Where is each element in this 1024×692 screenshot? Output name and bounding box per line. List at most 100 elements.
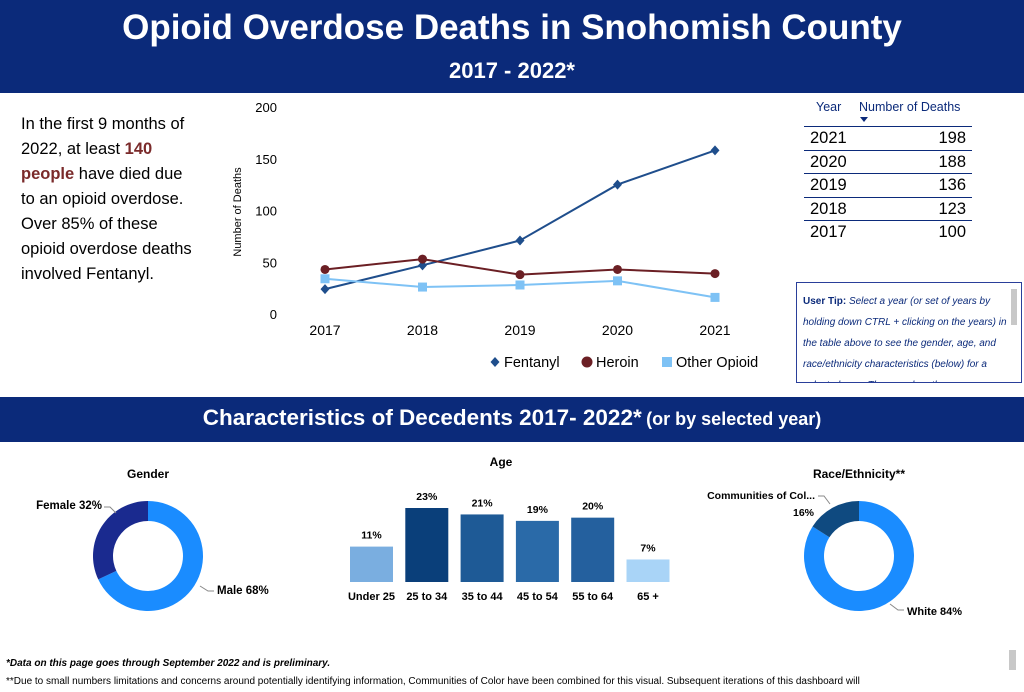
data-point-heroin[interactable]	[710, 269, 720, 279]
age-bar[interactable]	[571, 517, 615, 582]
age-bar-chart: Age 11% Under 25 23% 25 to 34 21% 35 to 44 19% 4…	[348, 455, 670, 603]
legend-label-other-opioid[interactable]: Other Opioid	[676, 355, 758, 371]
user-tip-label: User Tip:	[803, 296, 847, 307]
overdose-line-chart: Number of Deaths 0 50 100 150 200 2017 2018 2019…	[232, 100, 758, 371]
y-axis-label: Number of Deaths	[232, 167, 244, 257]
table-cell-year: 2018	[810, 199, 847, 218]
footnote-small-numbers: **Due to small numbers limitations and c…	[6, 676, 860, 687]
age-category-label: 25 to 34	[406, 591, 448, 603]
data-point-fentanyl[interactable]	[320, 284, 330, 295]
legend-marker-fentanyl[interactable]	[490, 357, 500, 367]
age-bar-value-label: 7%	[640, 542, 656, 554]
table-row[interactable]: 2017 100	[804, 220, 972, 244]
race-slice-communities-of-color[interactable]	[812, 501, 859, 538]
data-point-other-opioid[interactable]	[710, 292, 720, 302]
table-cell-year: 2021	[810, 129, 847, 147]
gender-label-female: Female 32%	[36, 500, 102, 512]
table-row[interactable]: 2019 136	[804, 173, 972, 197]
legend-marker-other-opioid[interactable]	[662, 357, 672, 367]
x-tick-label: 2019	[504, 322, 535, 338]
y-tick-label: 0	[270, 307, 277, 322]
age-bar[interactable]	[405, 508, 449, 582]
race-donut-chart: Race/Ethnicity** White 84% Communities of …	[707, 467, 962, 618]
table-header-year[interactable]: Year	[816, 100, 842, 114]
table-row[interactable]: 2020 188	[804, 149, 972, 174]
table-cell-deaths: 198	[938, 129, 966, 147]
data-point-fentanyl[interactable]	[515, 235, 525, 246]
x-tick-label: 2018	[407, 322, 438, 338]
age-category-label: 35 to 44	[462, 591, 504, 603]
data-point-heroin[interactable]	[613, 264, 622, 274]
header-banner: Opioid Overdose Deaths in Snohomish Coun…	[0, 0, 1024, 93]
race-slice-white[interactable]	[804, 501, 914, 611]
table-row[interactable]: 2018 123	[804, 196, 972, 221]
section-title-suffix: (or by selected year)	[646, 409, 822, 429]
table-cell-deaths: 100	[938, 223, 966, 241]
table-cell-year: 2020	[810, 152, 847, 171]
intro-text: In the first 9 months of 2022, at least …	[21, 112, 196, 287]
table-cell-deaths: 123	[938, 199, 966, 218]
age-bar-value-label: 11%	[361, 530, 382, 542]
race-label-white: White 84%	[907, 606, 962, 618]
data-point-other-opioid[interactable]	[515, 280, 525, 290]
tip-scrollbar[interactable]	[1011, 289, 1017, 325]
deaths-table: Year Number of Deaths 2021 198 2020 188 2019…	[804, 96, 972, 244]
series-line-fentanyl[interactable]	[324, 149, 716, 291]
x-tick-label: 2020	[602, 322, 633, 338]
data-point-heroin[interactable]	[418, 254, 427, 264]
table-cell-deaths: 136	[938, 176, 966, 194]
legend-marker-heroin[interactable]	[581, 356, 593, 368]
section-banner: Characteristics of Decedents 2017- 2022*…	[0, 397, 1024, 442]
gender-chart-title: Gender	[127, 467, 169, 481]
page-scrollbar[interactable]	[1009, 650, 1016, 670]
intro-part-2: have died due to an opioid overdose. Ove…	[21, 165, 192, 283]
leader-line	[104, 506, 117, 514]
data-point-other-opioid[interactable]	[613, 276, 622, 286]
y-tick-label: 200	[255, 100, 277, 115]
data-point-fentanyl[interactable]	[613, 179, 622, 190]
age-category-label: 55 to 64	[572, 591, 614, 603]
footnote-data-period: *Data on this page goes through Septembe…	[6, 658, 331, 669]
page-title: Opioid Overdose Deaths in Snohomish Coun…	[122, 8, 902, 47]
race-chart-title: Race/Ethnicity**	[813, 467, 905, 481]
table-cell-year: 2017	[810, 223, 847, 241]
age-bar-value-label: 20%	[582, 501, 604, 513]
age-bar[interactable]	[626, 559, 670, 582]
leader-line	[199, 585, 214, 592]
age-category-label: Under 25	[348, 591, 395, 603]
age-bar[interactable]	[515, 520, 559, 582]
age-bar[interactable]	[460, 514, 504, 582]
gender-slice-female[interactable]	[92, 501, 148, 580]
age-bar-value-label: 21%	[472, 497, 494, 509]
race-label-communities: Communities of Col...	[707, 490, 815, 502]
data-point-other-opioid[interactable]	[320, 274, 330, 284]
gender-slice-male[interactable]	[98, 501, 203, 611]
table-cell-year: 2019	[810, 176, 847, 194]
table-header-deaths[interactable]: Number of Deaths	[859, 100, 961, 114]
race-value-communities: 16%	[793, 507, 815, 519]
intro-part-1: In the first 9 months of 2022, at least	[21, 115, 185, 158]
table-row[interactable]: 2021 198	[804, 126, 972, 150]
data-point-other-opioid[interactable]	[418, 282, 427, 292]
x-tick-label: 2017	[309, 322, 340, 338]
gender-label-male: Male 68%	[217, 585, 269, 597]
leader-line	[889, 603, 904, 611]
legend-label-heroin[interactable]: Heroin	[596, 355, 639, 371]
data-point-fentanyl[interactable]	[710, 145, 720, 156]
section-title: Characteristics of Decedents 2017- 2022*	[202, 405, 642, 430]
page-subtitle: 2017 - 2022*	[449, 58, 575, 83]
age-category-label: 65 +	[637, 591, 659, 603]
sort-desc-icon[interactable]	[860, 117, 868, 122]
user-tip-text: Select a year (or set of years by holdin…	[803, 296, 1007, 382]
data-point-heroin[interactable]	[515, 270, 525, 280]
age-bar-value-label: 19%	[527, 504, 549, 516]
age-category-label: 45 to 54	[517, 591, 559, 603]
intro-highlight: 140 people	[21, 140, 153, 183]
age-chart-title: Age	[490, 455, 513, 469]
x-tick-label: 2021	[699, 322, 730, 338]
data-point-heroin[interactable]	[320, 264, 330, 274]
y-tick-label: 50	[263, 255, 277, 270]
legend-label-fentanyl[interactable]: Fentanyl	[504, 355, 560, 371]
gender-donut-chart: Gender Male 68% Female 32%	[36, 467, 269, 611]
age-bar[interactable]	[350, 546, 393, 582]
